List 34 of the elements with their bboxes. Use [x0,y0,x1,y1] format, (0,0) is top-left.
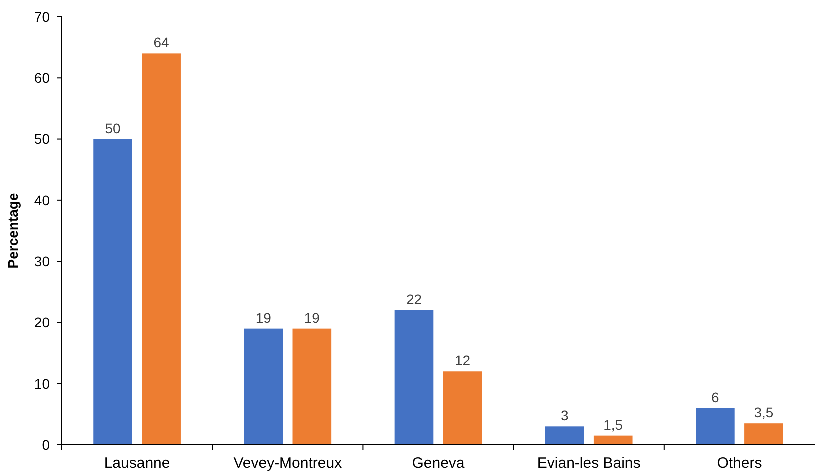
data-label: 3,5 [754,404,774,421]
y-tick-label: 20 [34,314,50,331]
y-tick-label: 10 [34,376,50,392]
y-tick-label: 50 [34,131,50,148]
bar [94,139,132,445]
bar [545,426,584,445]
y-tick-label: 30 [34,253,50,270]
x-tick-label: Vevey-Montreux [234,455,343,472]
x-tick-label: Geneva [412,455,466,472]
data-label: 1,5 [604,416,624,433]
y-tick-label: 70 [34,8,50,25]
y-tick-label: 0 [42,436,50,453]
bar [744,424,784,445]
bar [594,436,633,445]
bar [244,328,284,445]
x-tick-label: Others [717,455,762,472]
y-axis-title: Percentage [5,193,21,269]
bar [443,372,482,445]
y-tick-label: 60 [34,70,50,86]
bar [696,408,735,445]
data-label: 19 [304,310,320,326]
bar [292,328,332,445]
data-label: 3 [560,408,569,424]
data-label: 50 [105,120,122,136]
data-label: 12 [454,352,471,369]
x-tick-label: Evian-les Bains [537,455,641,472]
bar [142,54,181,445]
data-label: 6 [712,389,720,406]
x-tick-label: Lausanne [104,455,170,472]
y-tick-label: 40 [34,192,50,208]
data-label: 22 [406,291,422,308]
data-label: 19 [256,310,272,326]
data-label: 64 [154,34,170,51]
bar [394,310,434,445]
